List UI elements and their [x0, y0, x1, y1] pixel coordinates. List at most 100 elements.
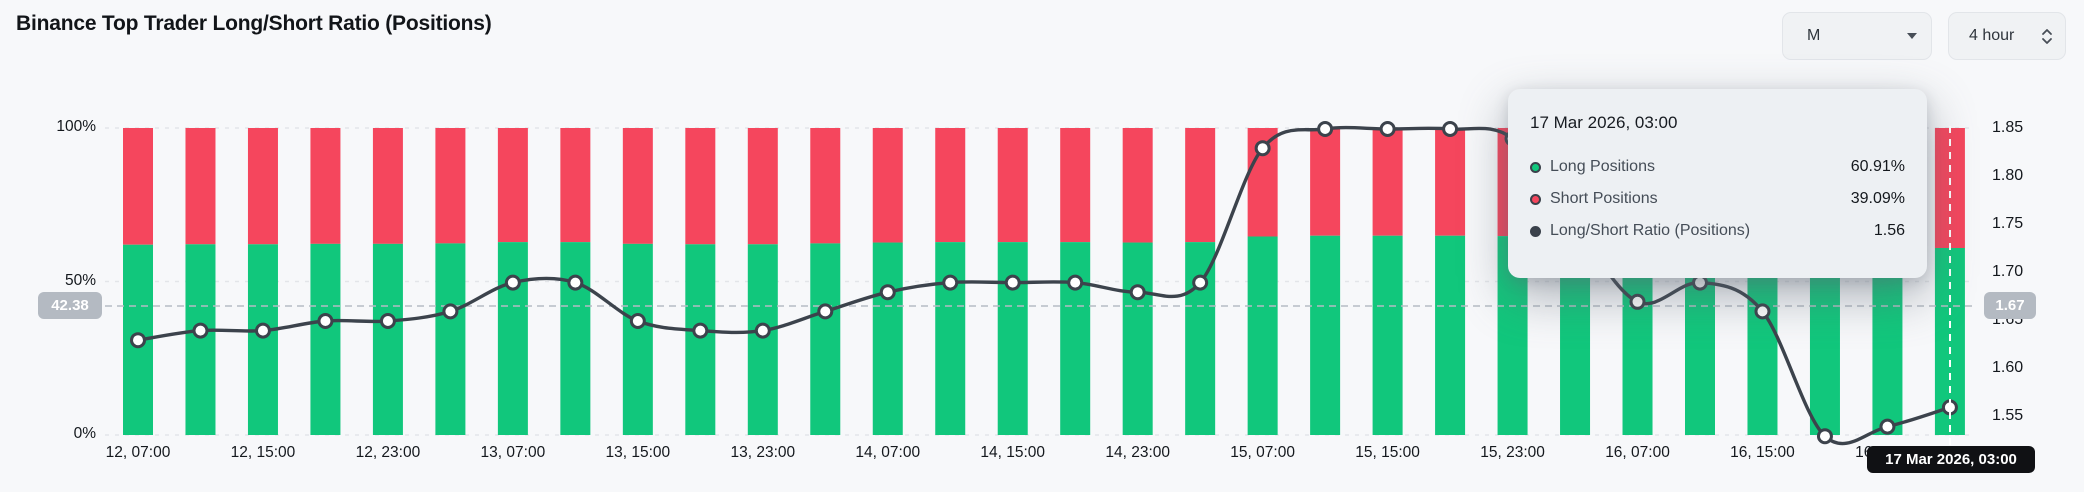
ratio-line [136, 125, 1952, 446]
x-axis-tick: 16, 15:00 [1730, 444, 1795, 461]
long-bar-segment [310, 243, 341, 435]
long-bar-segment [372, 243, 403, 435]
tooltip-row-long: Long Positions 60.91% [1530, 151, 1905, 183]
long-bar-segment [747, 244, 778, 435]
short-bar-segment [622, 128, 653, 244]
short-bar-segment [1435, 128, 1466, 236]
short-bar-segment [497, 128, 528, 243]
ratio-line-marker [192, 322, 209, 339]
ratio-line-marker [442, 303, 459, 320]
long-bar-segment [685, 244, 716, 435]
y-axis-right-tick: 1.70 [1992, 263, 2024, 280]
x-axis-tick: 13, 07:00 [480, 444, 546, 461]
tooltip-row-ratio: Long/Short Ratio (Positions) 1.56 [1530, 215, 1905, 247]
short-bar-segment [747, 128, 778, 245]
y-axis-right-tick: 1.75 [1992, 215, 2024, 232]
short-bar-segment [185, 128, 216, 245]
long-bar-segment [1372, 235, 1403, 435]
ratio-line-marker [379, 313, 396, 329]
long-bar-segment [1435, 235, 1466, 435]
short-bar-segment [1060, 128, 1091, 243]
x-axis-tick: 15, 23:00 [1480, 444, 1545, 461]
x-axis-tick: 15, 07:00 [1230, 444, 1295, 461]
ratio-line-marker [254, 322, 271, 339]
ratio-line-marker [130, 332, 146, 349]
ratio-line-marker [1629, 293, 1646, 310]
ratio-line-marker [754, 322, 771, 339]
ratio-line-marker [692, 322, 709, 339]
tooltip-row-label: Long Positions [1550, 158, 1655, 175]
long-bar-segment [1247, 236, 1278, 435]
x-axis-tick: 13, 23:00 [730, 444, 796, 461]
long-bar-segment [1809, 249, 1840, 435]
long-bar-segment [1060, 242, 1091, 435]
ratio-line-marker [942, 274, 959, 291]
long-bar-segment [935, 242, 966, 435]
y-axis-right-tick: 1.60 [1992, 359, 2024, 376]
short-bar-segment [1122, 128, 1153, 243]
interval-select[interactable]: 4 hour [1948, 12, 2066, 60]
long-bar-segment [810, 243, 841, 435]
tooltip-row-short: Short Positions 39.09% [1530, 183, 1905, 215]
updown-stepper-icon [2041, 28, 2053, 45]
selected-date-label: 17 Mar 2026, 03:00 [1867, 446, 2035, 473]
x-axis-tick: 12, 07:00 [105, 444, 171, 461]
ratio-line-marker [1816, 428, 1833, 445]
ratio-line-marker [1067, 274, 1084, 291]
ratio-line-marker [1254, 140, 1271, 157]
long-bar-segment [622, 243, 653, 435]
tooltip-row-label: Long/Short Ratio (Positions) [1550, 222, 1751, 239]
ratio-line-marker [1129, 284, 1146, 301]
short-bar-segment [372, 128, 403, 244]
y-axis-right-tick: 1.80 [1992, 167, 2024, 184]
long-bar-segment [872, 242, 903, 435]
short-bar-segment [810, 128, 841, 244]
long-bar-segment [997, 242, 1028, 435]
y-axis-right-tick: 1.85 [1992, 119, 2024, 136]
chevron-down-icon [1907, 33, 1917, 39]
long-bar-segment [1310, 235, 1341, 435]
tooltip-row-value: 60.91% [1850, 158, 1905, 175]
long-bar-segment [1122, 242, 1153, 435]
short-bar-segment [1934, 128, 1965, 249]
ratio-line-marker [317, 313, 334, 329]
x-axis-tick: 14, 07:00 [855, 444, 921, 461]
short-bar-segment [872, 128, 903, 243]
x-axis-tick: 12, 15:00 [230, 444, 296, 461]
short-bar-segment [435, 128, 466, 244]
symbol-dropdown-value: M [1807, 27, 1821, 44]
long-bar-segment [560, 242, 591, 435]
tooltip-row-label: Short Positions [1550, 190, 1658, 207]
short-bar-segment [1310, 128, 1341, 236]
chart-tooltip: 17 Mar 2026, 03:00 Long Positions 60.91%… [1508, 89, 1927, 278]
long-bar-segment [497, 242, 528, 435]
long-positions-dot-icon [1530, 161, 1541, 173]
ratio-line-marker [1317, 121, 1334, 137]
short-bar-segment [997, 128, 1028, 243]
y-axis-left-tick: 100% [56, 118, 96, 135]
x-axis-tick: 12, 23:00 [355, 444, 421, 461]
long-bar-segment [435, 243, 466, 435]
long-bar-segment [1185, 242, 1216, 435]
short-positions-dot-icon [1530, 193, 1541, 205]
ratio-line-marker [567, 274, 584, 291]
ratio-line-marker [504, 274, 521, 291]
x-axis-tick: 16, 07:00 [1605, 444, 1670, 461]
tooltip-row-value: 1.56 [1873, 222, 1905, 239]
short-bar-segment [1185, 128, 1216, 243]
x-axis-tick: 15, 15:00 [1355, 444, 1420, 461]
short-bar-segment [685, 128, 716, 245]
x-axis-tick: 13, 15:00 [605, 444, 671, 461]
short-bar-segment [560, 128, 591, 243]
x-axis-tick: 14, 23:00 [1105, 444, 1170, 461]
long-bar-segment [1872, 248, 1903, 435]
symbol-dropdown[interactable]: M [1782, 12, 1932, 60]
ratio-line-marker [817, 303, 834, 320]
interval-select-value: 4 hour [1969, 27, 2015, 44]
tooltip-row-value: 39.09% [1850, 190, 1905, 207]
ratio-line-marker [1692, 274, 1708, 291]
y-axis-right-tick: 1.55 [1992, 407, 2024, 424]
tooltip-title: 17 Mar 2026, 03:00 [1530, 113, 1678, 132]
ratio-line-marker [1004, 274, 1021, 291]
